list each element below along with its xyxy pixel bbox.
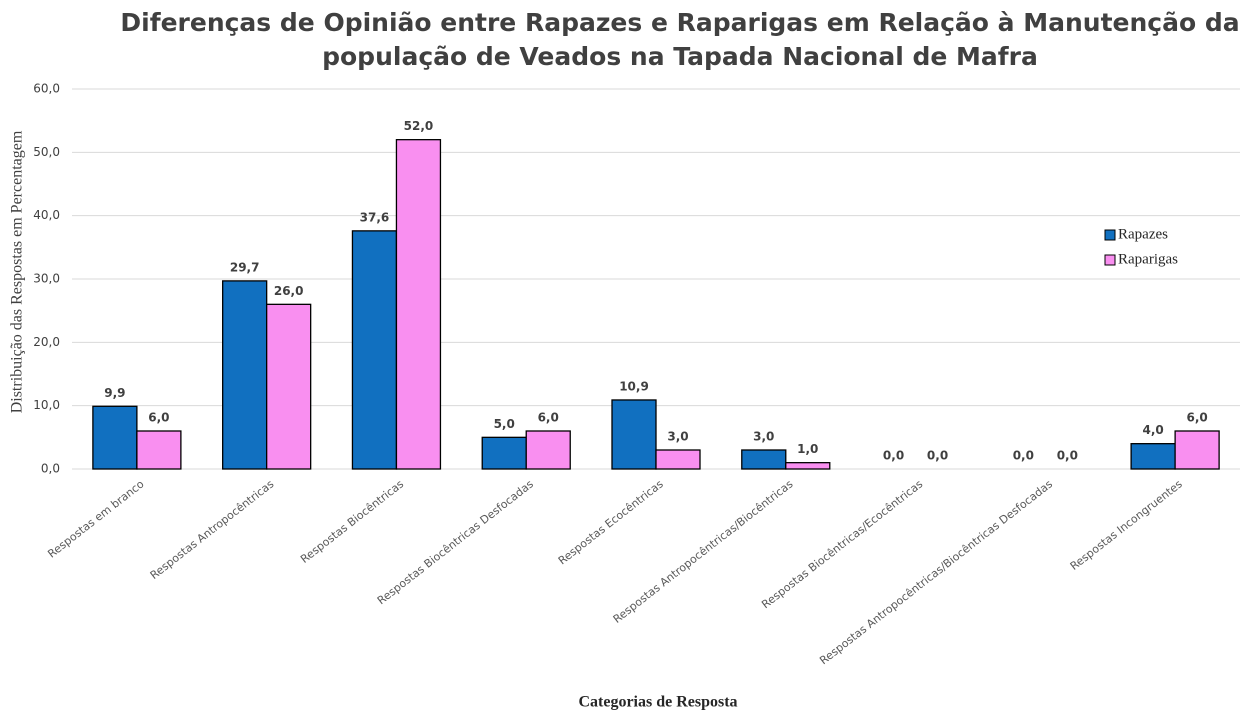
data-label: 6,0 [538,411,559,425]
data-label: 10,9 [619,379,649,393]
data-label: 1,0 [797,442,818,456]
data-label: 3,0 [667,430,688,444]
bar [655,449,701,470]
data-label: 9,9 [104,386,125,400]
legend-swatch [1104,229,1116,241]
y-tick-label: 0,0 [41,462,60,476]
y-tick-label: 50,0 [33,145,60,159]
bar [785,462,831,470]
bar [481,436,527,470]
bar [1174,430,1220,470]
x-tick-label: Respostas Ecocêntricas [556,477,666,567]
x-tick-label: Respostas Biocêntricas Desfocadas [375,477,536,607]
bar [741,449,787,470]
data-label: 6,0 [148,411,169,425]
x-tick-label: Respostas Biocêntricas [298,477,406,566]
bar [136,430,182,470]
bar [266,303,312,470]
data-label: 37,6 [360,210,390,224]
x-tick-label: Respostas Antropocêntricas/Biocêntricas … [817,477,1055,667]
x-tick-label: Respostas Antropocêntricas [148,477,277,582]
data-label: 3,0 [753,430,774,444]
y-tick-label: 60,0 [33,82,60,96]
y-tick-label: 20,0 [33,335,60,349]
y-axis-label: Distribuição das Respostas em Percentage… [9,130,26,413]
bar [351,230,398,470]
bar [611,399,657,470]
y-tick-label: 30,0 [33,272,60,286]
y-tick-label: 10,0 [33,398,60,412]
x-tick-label: Respostas Incongruentes [1068,477,1185,573]
data-label: 0,0 [883,449,904,463]
bar [92,405,138,470]
y-tick-label: 40,0 [33,208,60,222]
legend-label: Rapazes [1118,226,1168,242]
bar [1130,443,1176,470]
data-label: 0,0 [1057,449,1078,463]
bar [525,430,571,470]
chart-title: Diferenças de Opinião entre Rapazes e Ra… [120,8,1240,71]
data-label: 29,7 [230,260,260,274]
data-label: 52,0 [404,119,434,133]
data-label: 6,0 [1186,411,1207,425]
bar [222,280,268,470]
data-label: 5,0 [494,417,515,431]
x-axis-label: Categorias de Resposta [578,694,737,711]
data-label: 0,0 [927,449,948,463]
data-label: 26,0 [274,284,304,298]
data-label: 4,0 [1142,423,1163,437]
x-tick-label: Respostas em branco [45,477,146,560]
legend-swatch [1104,254,1116,266]
bar [395,139,442,470]
data-label: 0,0 [1013,449,1034,463]
legend-label: Raparigas [1118,251,1178,267]
